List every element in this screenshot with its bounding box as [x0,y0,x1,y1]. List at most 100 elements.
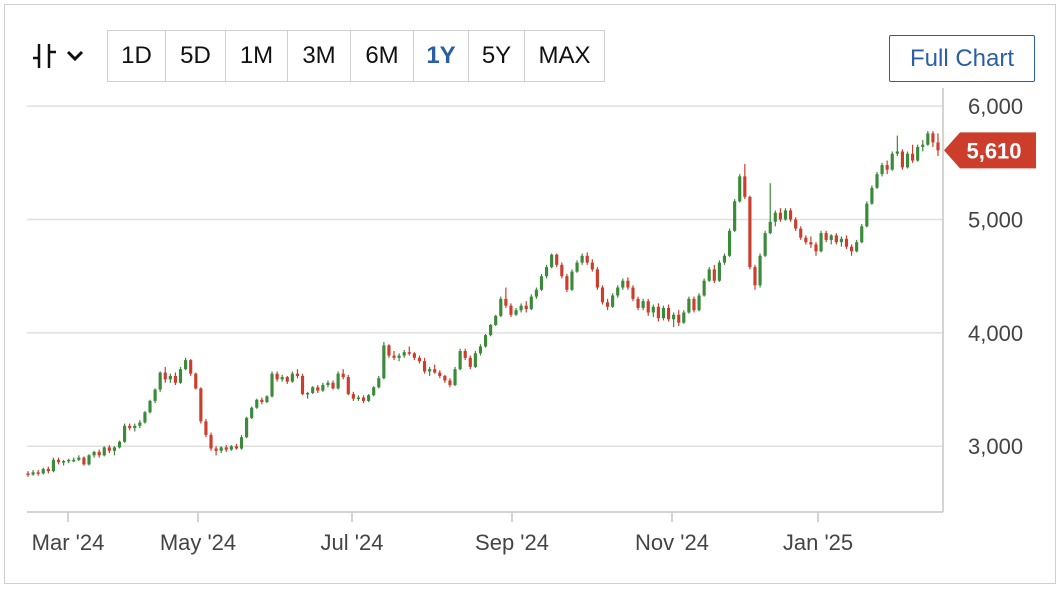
candle-body [92,451,96,456]
y-axis-labels: 3,000 4,000 5,000 6,000 [968,94,1023,459]
candle [733,199,737,232]
candle-body [519,305,523,311]
candle-body [575,262,579,272]
candle-body [260,399,264,403]
candle-body [870,187,874,204]
candle [672,312,676,328]
candle-body [687,298,691,313]
candle [641,298,645,311]
candle [280,374,284,382]
candle [631,285,635,302]
candle [519,303,523,313]
candle-body [204,421,208,435]
candle-body [844,238,849,247]
range-1m[interactable]: 1M [226,31,288,81]
candle [219,446,223,454]
last-price-label: 5,610 [966,138,1021,163]
candle [270,371,274,398]
candle-body [783,210,788,220]
range-3m[interactable]: 3M [288,31,351,81]
candle [819,230,823,253]
candle [844,235,849,249]
range-5d[interactable]: 5D [166,31,226,81]
candle [326,380,330,388]
candle [860,224,864,244]
candle-body [402,352,406,356]
candle-body [738,176,742,202]
candle [626,277,630,290]
candle [295,369,300,379]
candle [534,287,538,299]
range-1y[interactable]: 1Y [414,31,469,81]
candle [275,371,279,382]
candle [372,386,376,397]
candle-body [163,372,167,380]
candle-body [824,233,828,240]
candle-body [224,447,228,450]
candle [616,285,620,298]
candle [468,355,472,370]
candle [931,131,935,147]
candle [138,420,142,429]
candle-body [453,369,457,386]
candle [402,349,406,358]
candle [178,366,183,384]
candle [712,264,716,283]
candle-body [234,446,239,449]
candle [92,450,96,458]
y-tick-label: 6,000 [968,94,1023,119]
candle [494,314,498,327]
range-max[interactable]: MAX [538,42,591,69]
candle [117,440,122,449]
candle [834,233,838,245]
candle-body [148,400,152,413]
candle [229,445,233,451]
candle [397,353,401,362]
candle [911,144,915,163]
candle-body [809,242,813,245]
x-tick-label: Jan '25 [783,530,853,555]
x-axis-labels: Mar '24 May '24 Jul '24 Sep '24 Nov '24 … [32,530,853,555]
candle-body [544,267,549,277]
range-6m[interactable]: 6M [351,31,414,81]
candle-body [697,295,701,311]
candle-body [239,437,244,449]
candle-body [895,151,899,154]
candle [697,293,701,312]
candle-body [270,373,274,397]
candle-body [229,446,233,450]
range-5y[interactable]: 5Y [469,31,525,81]
candle-body [778,212,782,220]
candle [824,230,828,243]
candle-body [804,237,808,243]
candle-body [733,201,737,231]
candle-body [412,353,416,358]
candle [290,371,294,383]
candle [489,323,493,337]
candle [377,375,381,389]
candle-body [321,385,325,391]
range-1d[interactable]: 1D [108,31,166,81]
candle-body [773,212,777,222]
candle [539,273,544,291]
candle [143,411,147,424]
candle-body [590,262,594,270]
candle-body [677,314,681,323]
candle-body [458,351,462,370]
candle [107,445,111,454]
candle-body [605,302,610,307]
full-chart-button[interactable]: Full Chart [889,35,1035,82]
candle-body [448,380,452,386]
candle-body [611,295,615,307]
candle [651,304,655,318]
candle-body [392,355,396,358]
chart-type-dropdown[interactable] [30,36,94,76]
y-tick-label: 3,000 [968,434,1023,459]
candle-body [534,289,538,297]
candle-body [616,287,620,296]
candle [62,459,66,466]
candle [921,140,925,152]
candle-body [763,233,767,256]
candle-body [356,397,361,399]
candle-body [875,174,879,188]
